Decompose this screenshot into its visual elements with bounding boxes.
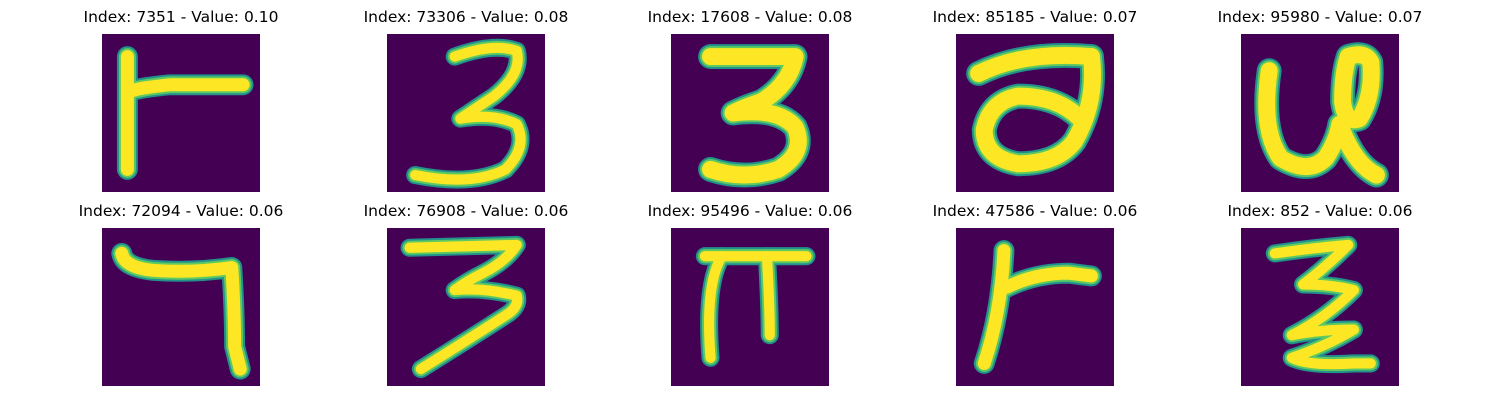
panel-title: Index: 73306 - Value: 0.08 — [363, 8, 569, 26]
panel-title: Index: 72094 - Value: 0.06 — [78, 202, 284, 220]
digit-image — [102, 228, 260, 386]
panel-6: Index: 72094 - Value: 0.06 — [79, 202, 283, 386]
panel-10: Index: 852 - Value: 0.06 — [1227, 202, 1413, 386]
digit-image — [102, 34, 260, 192]
panel-4: Index: 85185 - Value: 0.07 — [933, 8, 1137, 192]
digit-image — [387, 228, 545, 386]
panel-title: Index: 7351 - Value: 0.10 — [83, 8, 279, 26]
digit-image — [956, 228, 1114, 386]
digit-image — [387, 34, 545, 192]
panel-9: Index: 47586 - Value: 0.06 — [933, 202, 1137, 386]
panel-title: Index: 852 - Value: 0.06 — [1227, 202, 1413, 220]
panel-title: Index: 85185 - Value: 0.07 — [932, 8, 1138, 26]
panel-5: Index: 95980 - Value: 0.07 — [1218, 8, 1422, 192]
panel-2: Index: 73306 - Value: 0.08 — [364, 8, 568, 192]
digit-image — [671, 228, 829, 386]
panel-title: Index: 95496 - Value: 0.06 — [647, 202, 853, 220]
digit-image — [1241, 228, 1399, 386]
panel-title: Index: 17608 - Value: 0.08 — [647, 8, 853, 26]
digit-image — [956, 34, 1114, 192]
panel-title: Index: 76908 - Value: 0.06 — [363, 202, 569, 220]
panel-title: Index: 47586 - Value: 0.06 — [932, 202, 1138, 220]
panel-8: Index: 95496 - Value: 0.06 — [648, 202, 852, 386]
digit-image — [1241, 34, 1399, 192]
digit-image — [671, 34, 829, 192]
panel-title: Index: 95980 - Value: 0.07 — [1217, 8, 1423, 26]
panel-7: Index: 76908 - Value: 0.06 — [364, 202, 568, 386]
panel-1: Index: 7351 - Value: 0.10 — [84, 8, 278, 192]
panel-3: Index: 17608 - Value: 0.08 — [648, 8, 852, 192]
